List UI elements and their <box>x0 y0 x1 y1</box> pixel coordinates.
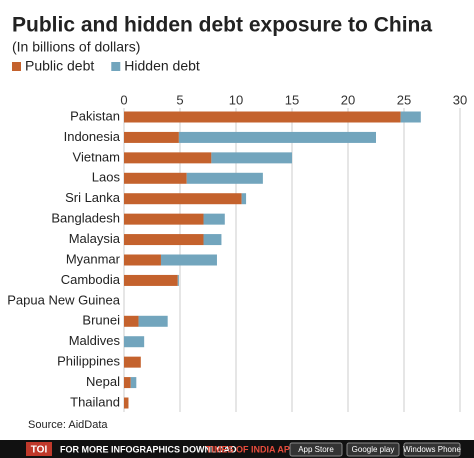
footer-app: TIMES OF INDIA APP <box>206 444 296 454</box>
bar-segment <box>124 254 161 266</box>
bar-segment <box>211 152 292 164</box>
subtitle: (In billions of dollars) <box>12 39 140 55</box>
bar-segment <box>124 356 141 368</box>
bar-segment <box>124 111 401 123</box>
legend-label: Public debt <box>25 58 94 74</box>
category-label: Papua New Guinea <box>7 292 121 307</box>
bar-segment <box>160 254 217 266</box>
badge-text: App Store <box>298 445 334 454</box>
badge <box>403 442 461 457</box>
x-tick-label: 25 <box>397 92 411 107</box>
bar-segment <box>177 274 179 286</box>
logo: TOI <box>31 445 48 456</box>
category-label: Laos <box>92 170 121 185</box>
category-label: Malaysia <box>69 231 121 246</box>
bar-segment <box>130 377 137 389</box>
category-label: Nepal <box>86 374 120 389</box>
bar-segment <box>124 315 139 327</box>
category-label: Brunei <box>82 313 120 328</box>
bar-segment <box>124 274 178 286</box>
x-tick-label: 0 <box>120 92 127 107</box>
category-label: Vietnam <box>73 149 120 164</box>
x-tick-label: 5 <box>176 92 183 107</box>
category-label: Maldives <box>69 333 121 348</box>
category-label: Pakistan <box>70 108 120 123</box>
category-label: Sri Lanka <box>65 190 121 205</box>
bar-segment <box>400 111 421 123</box>
legend-swatch <box>111 62 121 71</box>
category-label: Myanmar <box>66 251 121 266</box>
bar-segment <box>138 315 168 327</box>
bar-segment <box>124 234 204 246</box>
chart-title: Public and hidden debt exposure to China <box>12 14 432 37</box>
category-label: Indonesia <box>64 129 121 144</box>
logo-box <box>26 442 52 456</box>
footer-text: FOR MORE INFOGRAPHICS DOWNLOAD <box>60 444 237 454</box>
badge <box>346 442 400 457</box>
badge-text: Windows Phone <box>403 445 461 454</box>
bar-segment <box>124 193 242 205</box>
bar-segment <box>186 172 263 184</box>
category-label: Philippines <box>57 354 120 369</box>
bar-segment <box>124 131 179 143</box>
category-label: Thailand <box>70 394 120 409</box>
bar-segment <box>124 213 204 225</box>
bar-segment <box>124 152 212 164</box>
bar-segment <box>203 234 222 246</box>
bar-segment <box>124 336 145 348</box>
bar-segment <box>203 213 225 225</box>
bar-segment <box>124 377 131 389</box>
bar-segment <box>124 397 129 409</box>
bar-segment <box>124 172 187 184</box>
x-tick-label: 20 <box>341 92 355 107</box>
legend-label: Hidden debt <box>124 58 200 74</box>
category-label: Cambodia <box>61 272 121 287</box>
x-tick-label: 10 <box>229 92 243 107</box>
source: Source: AidData <box>28 419 108 431</box>
bar-segment <box>178 131 376 143</box>
badge-text: Google play <box>352 445 395 454</box>
x-tick-label: 15 <box>285 92 299 107</box>
bar-segment <box>241 193 247 205</box>
badge <box>289 442 343 457</box>
category-label: Bangladesh <box>51 211 120 226</box>
x-tick-label: 30 <box>453 92 467 107</box>
legend-swatch <box>12 62 21 71</box>
